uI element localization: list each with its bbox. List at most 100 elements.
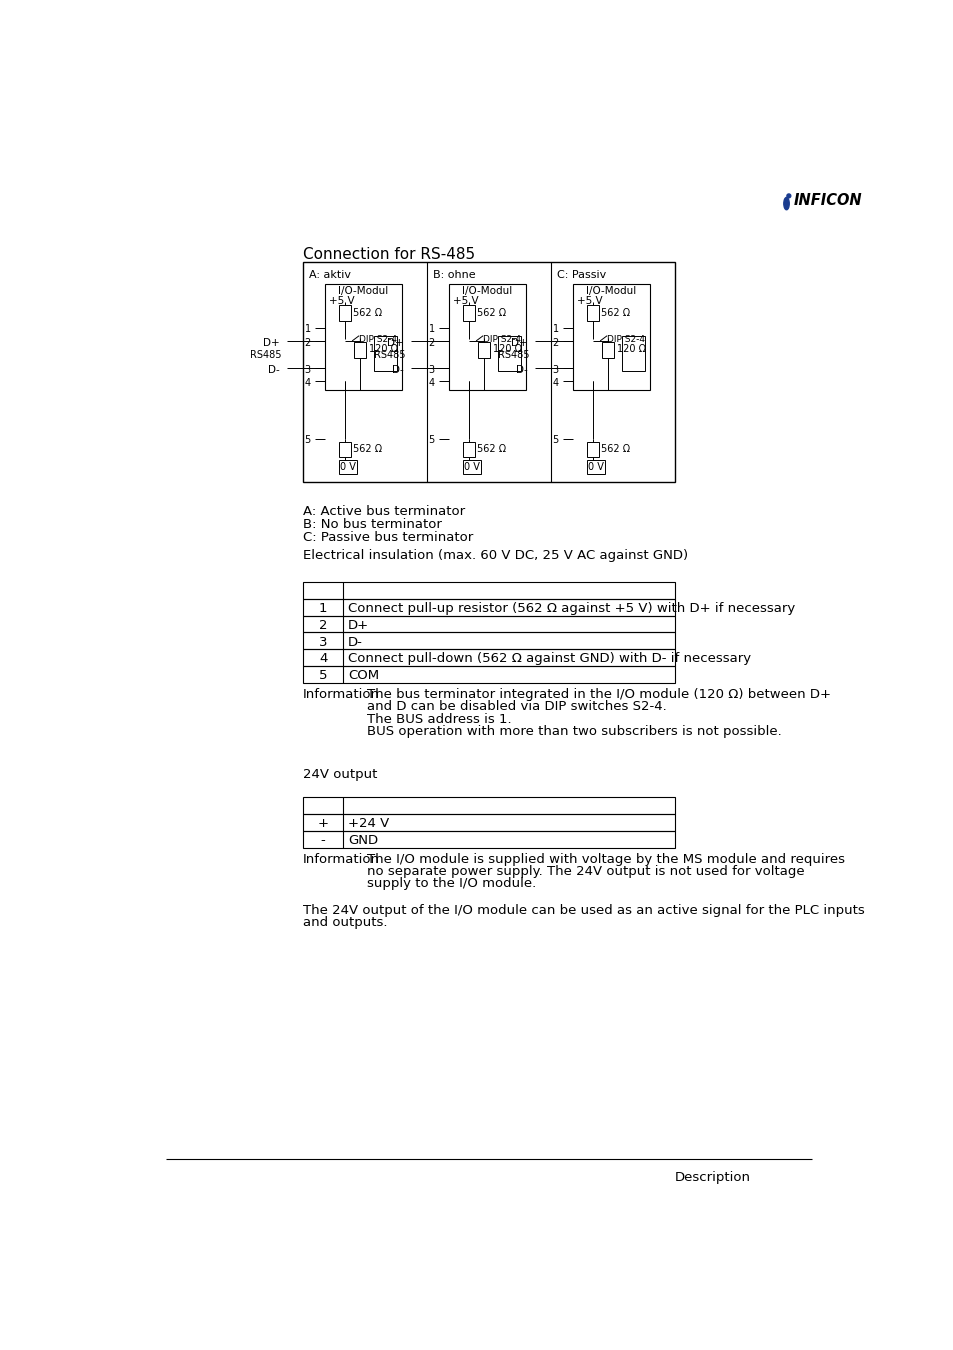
Text: D-: D- (348, 636, 362, 648)
Text: 0 V: 0 V (339, 462, 355, 471)
Text: 0 V: 0 V (587, 462, 603, 471)
Text: Description: Description (674, 1170, 750, 1184)
Text: D+: D+ (387, 339, 403, 348)
Text: RS485: RS485 (374, 350, 405, 360)
Text: supply to the I/O module.: supply to the I/O module. (367, 878, 536, 891)
Bar (621, 336, 645, 371)
Text: DIP S2-4: DIP S2-4 (607, 335, 645, 344)
Text: 2: 2 (428, 338, 435, 347)
Text: D+: D+ (263, 339, 279, 348)
Text: 120 Ω: 120 Ω (369, 344, 397, 355)
Bar (448, 284, 525, 390)
Text: C: Passive bus terminator: C: Passive bus terminator (303, 531, 473, 544)
Text: 5: 5 (304, 435, 311, 446)
Text: The I/O module is supplied with voltage by the MS module and requires: The I/O module is supplied with voltage … (367, 853, 844, 865)
Text: 2: 2 (552, 338, 558, 347)
Ellipse shape (783, 197, 788, 209)
Text: Information: Information (303, 853, 379, 865)
Text: 4: 4 (304, 378, 311, 387)
Text: 562 Ω: 562 Ω (476, 444, 506, 454)
Bar (303, 667, 674, 683)
Text: Information: Information (303, 688, 379, 701)
Bar (303, 649, 674, 667)
Text: DIP S2-4: DIP S2-4 (359, 335, 397, 344)
Bar (338, 460, 356, 474)
Text: 562 Ω: 562 Ω (600, 308, 630, 317)
Bar (303, 814, 674, 832)
Bar (303, 832, 674, 848)
Text: D-: D- (516, 366, 527, 375)
Text: 4: 4 (428, 378, 435, 387)
Text: -: - (320, 834, 325, 848)
Text: 562 Ω: 562 Ω (353, 308, 382, 317)
Bar (601, 342, 614, 358)
Bar (324, 284, 402, 390)
Text: 1: 1 (428, 324, 435, 333)
Bar (303, 632, 674, 649)
Bar (497, 336, 521, 371)
Text: 3: 3 (428, 364, 435, 374)
Text: 562 Ω: 562 Ω (353, 444, 382, 454)
Text: GND: GND (348, 834, 377, 848)
Text: 0 V: 0 V (463, 462, 479, 471)
Text: 120 Ω: 120 Ω (493, 344, 521, 355)
Text: 1: 1 (304, 324, 311, 333)
Bar (354, 342, 366, 358)
Text: +5 V: +5 V (577, 296, 602, 306)
Bar (462, 441, 475, 456)
Text: Electrical insulation (max. 60 V DC, 25 V AC against GND): Electrical insulation (max. 60 V DC, 25 … (303, 549, 687, 563)
Text: +: + (317, 817, 328, 830)
Text: 2: 2 (304, 338, 311, 347)
Text: 1: 1 (552, 324, 558, 333)
Text: COM: COM (348, 670, 378, 683)
Text: 3: 3 (304, 364, 311, 374)
Text: B: ohne: B: ohne (433, 270, 476, 279)
Bar (462, 460, 480, 474)
Text: D+: D+ (511, 339, 527, 348)
Text: C: Passiv: C: Passiv (557, 270, 606, 279)
Bar (586, 460, 604, 474)
Text: 5: 5 (428, 435, 435, 446)
Text: RS485: RS485 (250, 350, 281, 360)
Bar (303, 598, 674, 616)
Text: 120 Ω: 120 Ω (617, 344, 645, 355)
Text: Connect pull-down (562 Ω against GND) with D- if necessary: Connect pull-down (562 Ω against GND) wi… (348, 652, 750, 666)
Text: +5 V: +5 V (329, 296, 355, 306)
Text: D-: D- (392, 366, 403, 375)
Bar (303, 798, 674, 814)
Text: B: No bus terminator: B: No bus terminator (303, 518, 441, 531)
Text: I/O-Modul: I/O-Modul (586, 286, 636, 296)
Bar (477, 342, 490, 358)
Text: and D can be disabled via DIP switches S2-4.: and D can be disabled via DIP switches S… (367, 701, 666, 713)
Text: DIP S2-4: DIP S2-4 (483, 335, 521, 344)
Text: 3: 3 (552, 364, 558, 374)
Text: 4: 4 (318, 652, 327, 666)
Text: RS485: RS485 (497, 350, 529, 360)
Bar (462, 305, 475, 320)
Text: 5: 5 (318, 670, 327, 683)
Text: +5 V: +5 V (453, 296, 478, 306)
Bar (572, 284, 649, 390)
Bar (338, 441, 351, 456)
Text: 562 Ω: 562 Ω (476, 308, 506, 317)
Bar (338, 305, 351, 320)
Text: 24V output: 24V output (303, 768, 376, 782)
Text: 4: 4 (552, 378, 558, 387)
Text: D-: D- (268, 366, 279, 375)
Text: Connection for RS-485: Connection for RS-485 (303, 247, 475, 262)
Text: Connect pull-up resistor (562 Ω against +5 V) with D+ if necessary: Connect pull-up resistor (562 Ω against … (348, 602, 794, 614)
Text: The BUS address is 1.: The BUS address is 1. (367, 713, 512, 725)
Text: D+: D+ (348, 618, 369, 632)
Text: +24 V: +24 V (348, 817, 389, 830)
Bar (303, 262, 674, 482)
Text: I/O-Modul: I/O-Modul (462, 286, 512, 296)
Text: The bus terminator integrated in the I/O module (120 Ω) between D+: The bus terminator integrated in the I/O… (367, 688, 830, 701)
Bar (303, 582, 674, 598)
Ellipse shape (786, 194, 790, 198)
Text: 3: 3 (318, 636, 327, 648)
Bar (303, 616, 674, 632)
Text: A: Active bus terminator: A: Active bus terminator (303, 505, 464, 517)
Text: BUS operation with more than two subscribers is not possible.: BUS operation with more than two subscri… (367, 725, 781, 738)
Text: 562 Ω: 562 Ω (600, 444, 630, 454)
Text: 2: 2 (318, 618, 327, 632)
